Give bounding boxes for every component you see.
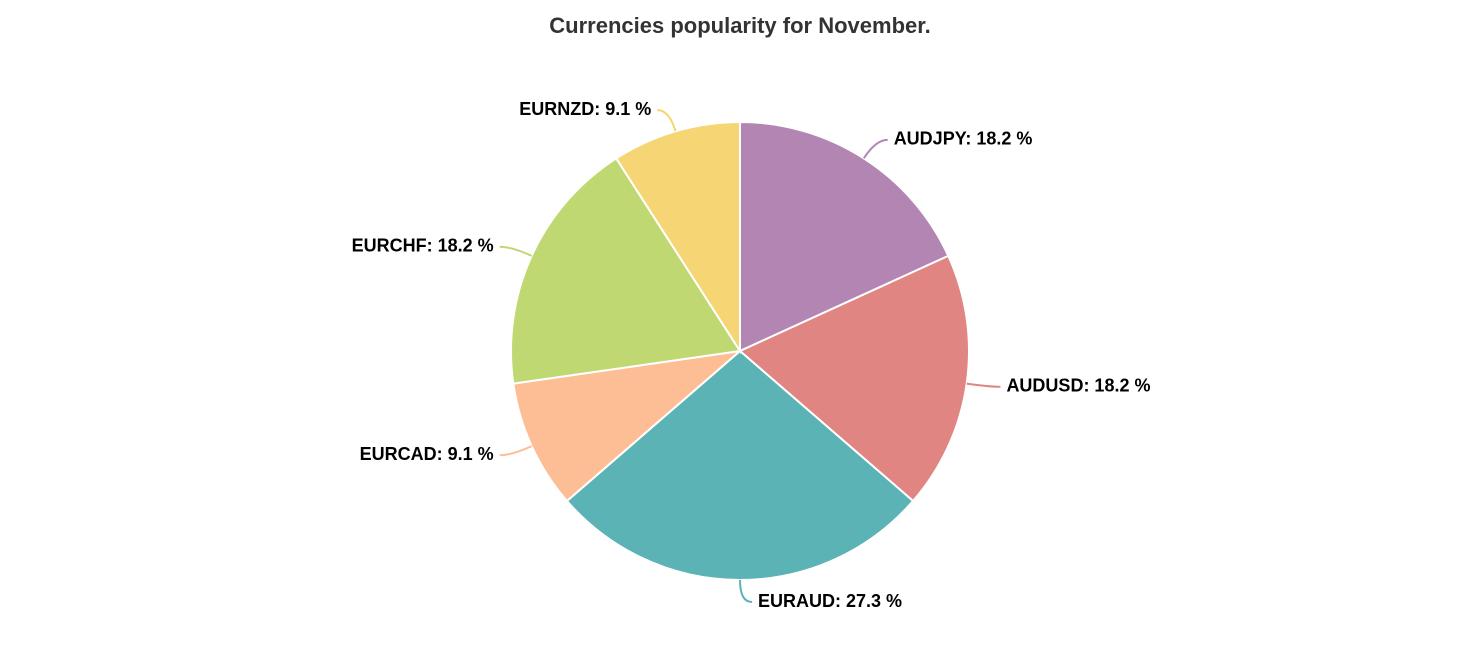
data-label: EURNZD: 9.1 % [519,99,651,119]
connector [966,382,1001,388]
data-label: AUDJPY: 18.2 % [894,129,1033,149]
data-label: EURCAD: 9.1 % [360,444,494,464]
connector [499,245,533,257]
connector [739,579,753,603]
data-label: EURAUD: 27.3 % [758,591,902,611]
pie-slice [738,254,970,503]
pie-slice [614,120,741,355]
data-label: AUDUSD: 18.2 % [1006,375,1150,395]
chart-title: Currencies popularity for November. [549,13,930,38]
pie-slice [739,120,950,353]
connector [657,109,677,132]
connector [499,445,533,457]
data-label: EURCHF: 18.2 % [352,235,494,255]
pie-slice [512,349,744,503]
pie-slice [510,156,742,385]
connector [862,138,888,159]
